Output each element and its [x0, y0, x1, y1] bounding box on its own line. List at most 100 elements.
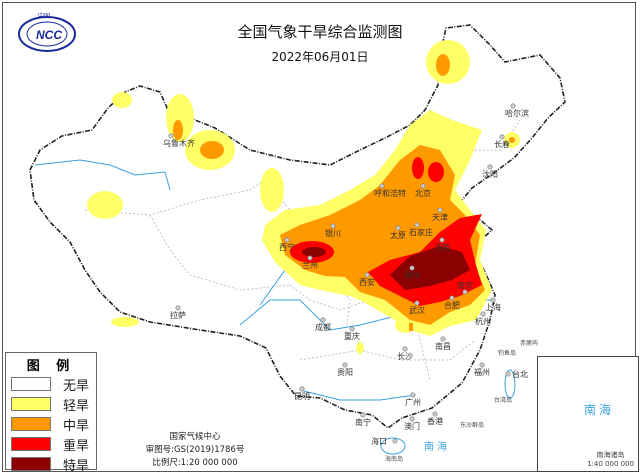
city-label: 昆明 [294, 392, 310, 401]
city-dot [480, 311, 486, 317]
city-label: 杭州 [475, 316, 491, 326]
city-label: 乌鲁木齐 [163, 138, 195, 148]
city-dot [284, 237, 290, 243]
city-label: 上海 [485, 302, 501, 312]
city-label: 长沙 [397, 351, 413, 361]
city-dot [414, 300, 420, 306]
taiwan-island [504, 369, 516, 399]
city-dot [168, 133, 174, 139]
city-label: 哈尔滨 [505, 108, 529, 118]
small-label: 钓鱼岛 [498, 349, 516, 357]
city-label: 重庆 [344, 331, 360, 341]
city-label: 兰州 [302, 260, 318, 270]
inset-scale: 1:40 000 000 [587, 460, 634, 468]
city-label: 广州 [405, 397, 421, 407]
city-label: 南京 [457, 280, 473, 290]
legend-label: 重旱 [63, 438, 90, 454]
city-label: 贵阳 [337, 367, 353, 377]
small-label: 赤尾屿 [520, 339, 538, 347]
city-dot [487, 164, 493, 170]
credit-org: 国家气候中心 [169, 432, 221, 442]
city-label: 呼和浩特 [374, 188, 406, 198]
ncc-logo: NCC 中国 [18, 12, 76, 52]
city-label: 天津 [432, 212, 448, 222]
city-dot [392, 438, 398, 444]
city-dot [410, 392, 416, 398]
city-label: 银川 [325, 228, 341, 238]
city-label: 南昌 [435, 341, 451, 351]
city-dot [449, 295, 455, 301]
city-dot [490, 297, 496, 303]
city-label: 香港 [427, 416, 443, 426]
city-dot [505, 371, 511, 377]
city-dot [299, 386, 305, 392]
city-label: 郑州 [404, 270, 420, 280]
city-label: 合肥 [444, 300, 460, 310]
city-label: 拉萨 [170, 310, 186, 320]
city-dot [409, 265, 415, 271]
svg-text:中国: 中国 [38, 12, 50, 20]
credit-approval: 审图号:GS(2019)1786号 [145, 445, 245, 455]
city-dot [432, 411, 438, 417]
city-dot [342, 362, 348, 368]
city-label: 长春 [494, 139, 510, 149]
legend-item: 特旱 [11, 454, 96, 474]
city-dot [395, 225, 401, 231]
city-label: 沈阳 [482, 169, 498, 179]
small-label: 东沙群岛 [460, 421, 484, 429]
legend-label: 特旱 [63, 458, 90, 474]
city-label: 北京 [415, 188, 431, 198]
city-dot [379, 183, 385, 189]
map-date: 2022年06月01日 [271, 50, 369, 64]
legend-item: 中旱 [11, 414, 96, 434]
legend: 图 例 无旱轻旱中旱重旱特旱 [5, 352, 97, 474]
city-label: 西宁 [279, 242, 295, 252]
legend-label: 轻旱 [63, 398, 90, 414]
city-dot [414, 222, 420, 228]
city-label: 济南 [434, 242, 450, 252]
city-dot [320, 317, 326, 323]
city-dot [420, 183, 426, 189]
credits: 国家气候中心 审图号:GS(2019)1786号 比例尺:1:20 000 00… [130, 431, 260, 470]
legend-swatch [11, 437, 51, 451]
city-dot [360, 412, 366, 418]
legend-label: 无旱 [63, 378, 90, 394]
legend-swatch [11, 377, 51, 391]
city-dot [510, 103, 516, 109]
city-label: 成都 [315, 322, 331, 332]
map-title: 全国气象干旱综合监测图 [237, 23, 403, 41]
inset-sea-label: 南海 [584, 403, 615, 417]
legend-item: 轻旱 [11, 394, 96, 414]
city-label: 台北 [512, 369, 528, 379]
legend-item: 重旱 [11, 434, 96, 454]
legend-title: 图 例 [26, 359, 76, 374]
city-dot [462, 289, 468, 295]
city-dot [364, 272, 370, 278]
city-label: 太原 [390, 230, 406, 240]
city-label: 石家庄 [409, 227, 433, 237]
legend-swatch [11, 457, 51, 471]
city-dot [307, 255, 313, 261]
small-label: 台湾岛 [494, 396, 512, 404]
map-frame [2, 2, 636, 472]
small-label: 海南岛 [385, 455, 403, 463]
city-dot [479, 362, 485, 368]
city-dot [409, 416, 415, 422]
city-dot [499, 134, 505, 140]
drought-areas [87, 40, 520, 354]
city-label: 福州 [474, 368, 490, 377]
inset-caption-text: 南海诸岛 [596, 451, 625, 459]
city-label: 澳门 [404, 421, 420, 431]
city-dot [439, 237, 445, 243]
sea-label: 南 海 [424, 440, 447, 453]
legend-swatch [11, 397, 51, 411]
city-dot [402, 346, 408, 352]
legend-label: 中旱 [63, 418, 90, 434]
city-dot [330, 223, 336, 229]
city-label: 西安 [359, 277, 375, 287]
city-label: 南宁 [355, 417, 371, 427]
legend-item: 无旱 [11, 374, 96, 394]
city-dot [440, 336, 446, 342]
